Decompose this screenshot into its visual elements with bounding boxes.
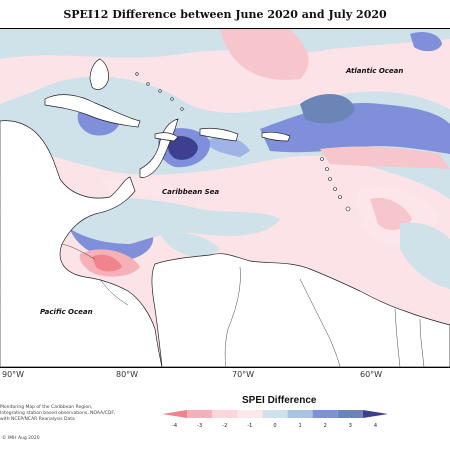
map-panel: Atlantic Ocean Caribbean Sea Pacific Oce…: [0, 28, 450, 368]
copyright-text: © IMH Aug 2020: [2, 436, 40, 441]
legend-ticks: -4 -3 -2 -1 0 1 2 3 4: [172, 423, 377, 429]
legend-swatch: [362, 410, 388, 418]
legend-tick-label: 3: [349, 423, 352, 429]
longitude-label-60w: 60°W: [360, 370, 383, 379]
longitude-label-70w: 70°W: [232, 370, 255, 379]
small-islands: [135, 72, 351, 212]
legend-swatch: [237, 410, 263, 418]
legend-swatch: [337, 410, 363, 418]
atlantic-ocean-label: Atlantic Ocean: [345, 67, 403, 75]
legend-tick-label: -1: [247, 423, 252, 429]
legend-tick-label: 2: [324, 423, 327, 429]
legend-title: SPEI Difference: [242, 395, 317, 406]
color-legend: -4 -3 -2 -1 0 1 2 3 4: [162, 410, 388, 429]
legend-swatch: [187, 410, 213, 418]
credits-text: Monitoring Map of the Caribbean Region, …: [0, 405, 116, 422]
legend-tick-label: 1: [299, 423, 302, 429]
legend-tick-label: 4: [374, 423, 377, 429]
legend-swatch: [262, 410, 288, 418]
longitude-label-90w: 90°W: [2, 370, 25, 379]
longitude-label-80w: 80°W: [116, 370, 139, 379]
legend-swatch: [212, 410, 238, 418]
pacific-ocean-label: Pacific Ocean: [40, 308, 93, 316]
legend-tick-label: 0: [273, 423, 276, 429]
map-title: SPEI12 Difference between June 2020 and …: [63, 8, 387, 21]
legend-tick-label: -2: [222, 423, 227, 429]
legend-tick-label: -3: [197, 423, 202, 429]
spei-map: Atlantic Ocean Caribbean Sea Pacific Oce…: [0, 29, 450, 367]
legend-swatch: [287, 410, 313, 418]
legend-swatch: [312, 410, 338, 418]
legend-swatches: [162, 410, 388, 418]
legend-tick-label: -4: [172, 423, 177, 429]
national-borders: [61, 243, 425, 367]
caribbean-sea-label: Caribbean Sea: [162, 188, 219, 196]
legend-swatch: [162, 410, 188, 418]
